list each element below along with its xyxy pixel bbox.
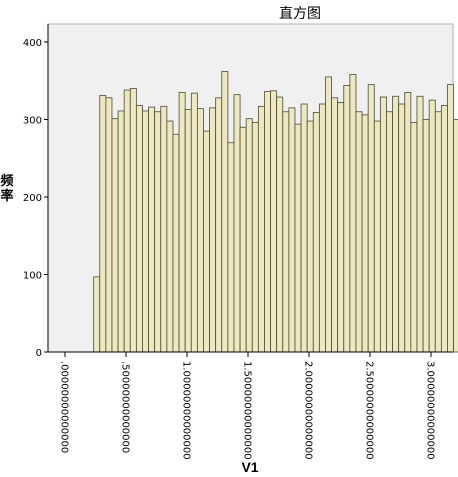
histogram-bar [233, 94, 241, 353]
histogram-bar [123, 89, 131, 353]
y-axis-label: 频率 [0, 173, 13, 204]
histogram-bar [160, 105, 168, 353]
y-tick-label: 0 [36, 348, 42, 359]
histogram-bar [440, 105, 448, 353]
histogram-bar [379, 96, 387, 353]
histogram-bar [239, 126, 247, 353]
x-tick-label: 1.00000000000000 [181, 361, 192, 460]
x-tick-label: 3.00000000000000 [425, 361, 436, 460]
histogram-bar [416, 95, 424, 353]
x-tick-label: .50000000000000 [120, 361, 131, 453]
x-axis-label: V1 [241, 459, 258, 475]
histogram-bar [453, 119, 458, 353]
y-axis-label-char: 率 [0, 188, 13, 204]
histogram-bar [148, 106, 156, 353]
histogram-bar [117, 110, 125, 353]
histogram-bar [203, 130, 210, 353]
histogram-bar [154, 111, 162, 353]
histogram-bar [142, 110, 149, 353]
bars-group [93, 71, 458, 353]
x-tick-label: 2.50000000000000 [364, 361, 375, 460]
histogram-bar [184, 109, 192, 353]
histogram-bar [447, 84, 454, 353]
histogram-bar [245, 118, 253, 353]
histogram-bar [190, 92, 198, 353]
x-axis: .00000000000000 .50000000000000 1.00000000… [48, 351, 453, 460]
histogram-bar [135, 105, 143, 353]
histogram-bar [251, 122, 259, 353]
histogram-bar [349, 74, 357, 353]
histogram-bar [111, 118, 119, 353]
chart-title: 直方图 [279, 5, 321, 22]
histogram-bar [282, 111, 290, 353]
x-tick-label: 2.00000000000000 [303, 361, 314, 460]
x-tick-label: .00000000000000 [59, 361, 70, 453]
histogram-bar [386, 111, 393, 353]
histogram-bar [209, 107, 217, 353]
y-tick-label: 400 [23, 38, 42, 49]
histogram-bar [270, 90, 278, 353]
histogram-bar [392, 95, 400, 353]
histogram-bar [257, 105, 265, 353]
histogram-bar [422, 119, 430, 353]
histogram-bar [404, 91, 412, 353]
y-tick-label: 300 [23, 116, 42, 127]
histogram-bar [318, 103, 326, 353]
histogram-bar [264, 91, 271, 353]
histogram-bar [306, 120, 314, 353]
histogram-bar [294, 123, 302, 353]
histogram-bar [428, 99, 436, 353]
histogram-bar [105, 97, 113, 353]
histogram-bar [355, 111, 363, 353]
x-tick-label: 1.50000000000000 [242, 361, 253, 460]
histogram-bar [312, 112, 320, 353]
y-tick-label: 200 [23, 193, 42, 204]
histogram-bar [300, 103, 308, 353]
histogram-bar [215, 97, 223, 353]
histogram-bar [129, 88, 137, 353]
histogram-bar [434, 111, 442, 353]
histogram-bar [172, 133, 180, 353]
y-tick-label: 100 [23, 271, 42, 282]
histogram-bar [367, 84, 375, 353]
histogram-bar [99, 95, 107, 353]
histogram-bar [93, 276, 101, 353]
histogram-bar [276, 96, 284, 353]
histogram-bar [288, 107, 296, 353]
histogram-bar [361, 114, 369, 353]
histogram-bar [178, 91, 186, 353]
histogram-bar [227, 142, 235, 353]
histogram-bar [410, 122, 418, 353]
histogram-bar [196, 108, 204, 353]
histogram-bar [221, 71, 229, 353]
histogram-bar [343, 85, 351, 353]
histogram-bar [398, 103, 406, 353]
histogram-bar [166, 120, 174, 353]
histogram-bar [373, 120, 381, 353]
histogram-bar [337, 102, 345, 353]
histogram-bar [325, 76, 332, 353]
histogram-bar [331, 97, 339, 353]
y-axis-label-char: 频 [0, 173, 13, 189]
y-axis: 0 100 200 300 400 [23, 24, 49, 359]
